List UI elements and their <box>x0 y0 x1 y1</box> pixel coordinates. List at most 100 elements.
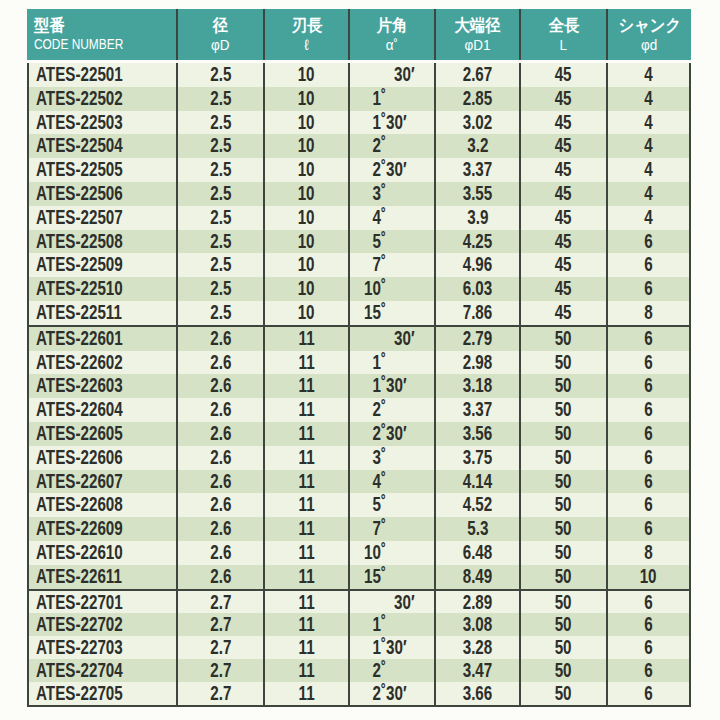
cell-code-number: ATES-22704 <box>29 659 176 682</box>
cell-diameter: 2.5 <box>176 63 263 87</box>
cell-code-number: ATES-22606 <box>29 446 176 470</box>
table-row: ATES-225112.51015˚7.86458 <box>29 301 689 325</box>
cell-diameter: 2.6 <box>176 422 263 446</box>
cell-overall-length: 50 <box>519 636 606 659</box>
cell-diameter: 2.6 <box>176 517 263 541</box>
cell-overall-length: 50 <box>519 565 606 589</box>
cell-half-angle: 15˚ <box>348 301 434 325</box>
cell-diameter: 2.7 <box>176 659 263 682</box>
cell-diameter: 2.6 <box>176 446 263 470</box>
cell-overall-length: 45 <box>519 277 606 301</box>
cell-code-number: ATES-22705 <box>29 682 176 705</box>
cell-flute-length: 11 <box>263 422 348 446</box>
cell-overall-length: 50 <box>519 374 606 398</box>
cell-overall-length: 50 <box>519 446 606 470</box>
cell-flute-length: 10 <box>263 134 348 158</box>
col-header-half-angle-symbol-label: α˚ <box>385 36 399 53</box>
cell-half-angle: 3˚ <box>348 182 434 206</box>
cell-overall-length: 45 <box>519 158 606 182</box>
cell-half-angle: 2˚ <box>348 659 434 682</box>
cell-shank: 6 <box>606 493 689 517</box>
cell-flute-length: 10 <box>263 277 348 301</box>
cell-shank: 6 <box>606 277 689 301</box>
col-header-large-end-diameter-jp-label: 大端径 <box>452 16 503 36</box>
cell-overall-length: 45 <box>519 253 606 277</box>
cell-overall-length: 50 <box>519 493 606 517</box>
table-row: ATES-226072.6114˚4.14506 <box>29 470 689 494</box>
col-header-diameter-jp-label: 径 <box>212 16 229 36</box>
cell-flute-length: 11 <box>263 613 348 636</box>
cell-diameter: 2.6 <box>176 565 263 589</box>
table-row: ATES-226082.6115˚4.52506 <box>29 493 689 517</box>
cell-half-angle: 10˚ <box>348 541 434 565</box>
table-row: ATES-226042.6112˚3.37506 <box>29 398 689 422</box>
cell-large-end-diameter: 3.75 <box>434 446 519 470</box>
col-header-flute-length: 刃長ℓ <box>263 9 348 60</box>
cell-diameter: 2.6 <box>176 541 263 565</box>
cell-code-number: ATES-22601 <box>29 327 176 351</box>
cell-flute-length: 11 <box>263 470 348 494</box>
cell-half-angle: 1˚30′ <box>348 636 434 659</box>
cell-half-angle: 2˚ <box>348 134 434 158</box>
cell-shank: 4 <box>606 87 689 111</box>
col-header-shank-symbol-label: φd <box>640 36 658 53</box>
cell-code-number: ATES-22608 <box>29 493 176 517</box>
cell-shank: 10 <box>606 565 689 589</box>
cell-overall-length: 50 <box>519 682 606 705</box>
col-header-half-angle-jp-label: 片角 <box>375 16 409 36</box>
table-row: ATES-226012.61130′2.79506 <box>29 327 689 351</box>
cell-flute-length: 10 <box>263 182 348 206</box>
col-header-half-angle: 片角α˚ <box>348 9 434 60</box>
col-header-code-number-jp-label: 型番 <box>34 16 68 36</box>
cell-large-end-diameter: 5.3 <box>434 517 519 541</box>
cell-shank: 6 <box>606 351 689 375</box>
cell-flute-length: 11 <box>263 591 348 614</box>
col-header-large-end-diameter-symbol-label: φD1 <box>463 36 492 53</box>
cell-shank: 4 <box>606 134 689 158</box>
cell-code-number: ATES-22603 <box>29 374 176 398</box>
cell-half-angle: 4˚ <box>348 470 434 494</box>
cell-code-number: ATES-22701 <box>29 591 176 614</box>
cell-flute-length: 11 <box>263 374 348 398</box>
cell-half-angle: 5˚ <box>348 230 434 254</box>
cell-large-end-diameter: 3.47 <box>434 659 519 682</box>
cell-code-number: ATES-22503 <box>29 111 176 135</box>
cell-code-number: ATES-22508 <box>29 230 176 254</box>
cell-half-angle: 2˚30′ <box>348 422 434 446</box>
cell-overall-length: 45 <box>519 301 606 325</box>
cell-large-end-diameter: 4.25 <box>434 230 519 254</box>
table-row: ATES-225102.51010˚6.03456 <box>29 277 689 301</box>
cell-shank: 6 <box>606 470 689 494</box>
cell-flute-length: 11 <box>263 446 348 470</box>
table-row: ATES-225032.5101˚30′3.02454 <box>29 111 689 135</box>
cell-large-end-diameter: 3.2 <box>434 134 519 158</box>
table-row: ATES-225012.51030′2.67454 <box>29 63 689 87</box>
cell-diameter: 2.5 <box>176 134 263 158</box>
cell-large-end-diameter: 2.98 <box>434 351 519 375</box>
cell-flute-length: 11 <box>263 327 348 351</box>
cell-flute-length: 10 <box>263 63 348 87</box>
cell-half-angle: 30′ <box>348 327 434 351</box>
cell-large-end-diameter: 7.86 <box>434 301 519 325</box>
cell-diameter: 2.7 <box>176 591 263 614</box>
table-row: ATES-227042.7112˚3.47506 <box>29 659 689 682</box>
cell-code-number: ATES-22506 <box>29 182 176 206</box>
cell-shank: 6 <box>606 374 689 398</box>
table-row: ATES-226092.6117˚5.3506 <box>29 517 689 541</box>
cell-large-end-diameter: 8.49 <box>434 565 519 589</box>
cell-diameter: 2.5 <box>176 253 263 277</box>
cell-diameter: 2.6 <box>176 470 263 494</box>
cell-code-number: ATES-22511 <box>29 301 176 325</box>
cell-shank: 8 <box>606 301 689 325</box>
cell-overall-length: 45 <box>519 111 606 135</box>
cell-shank: 8 <box>606 541 689 565</box>
cell-diameter: 2.6 <box>176 398 263 422</box>
cell-code-number: ATES-22602 <box>29 351 176 375</box>
cell-code-number: ATES-22507 <box>29 206 176 230</box>
cell-shank: 6 <box>606 253 689 277</box>
table-row: ATES-226112.61115˚8.495010 <box>29 565 689 589</box>
table-row: ATES-226032.6111˚30′3.18506 <box>29 374 689 398</box>
table-row: ATES-227022.7111˚3.08506 <box>29 613 689 636</box>
cell-shank: 6 <box>606 591 689 614</box>
cell-large-end-diameter: 3.37 <box>434 158 519 182</box>
